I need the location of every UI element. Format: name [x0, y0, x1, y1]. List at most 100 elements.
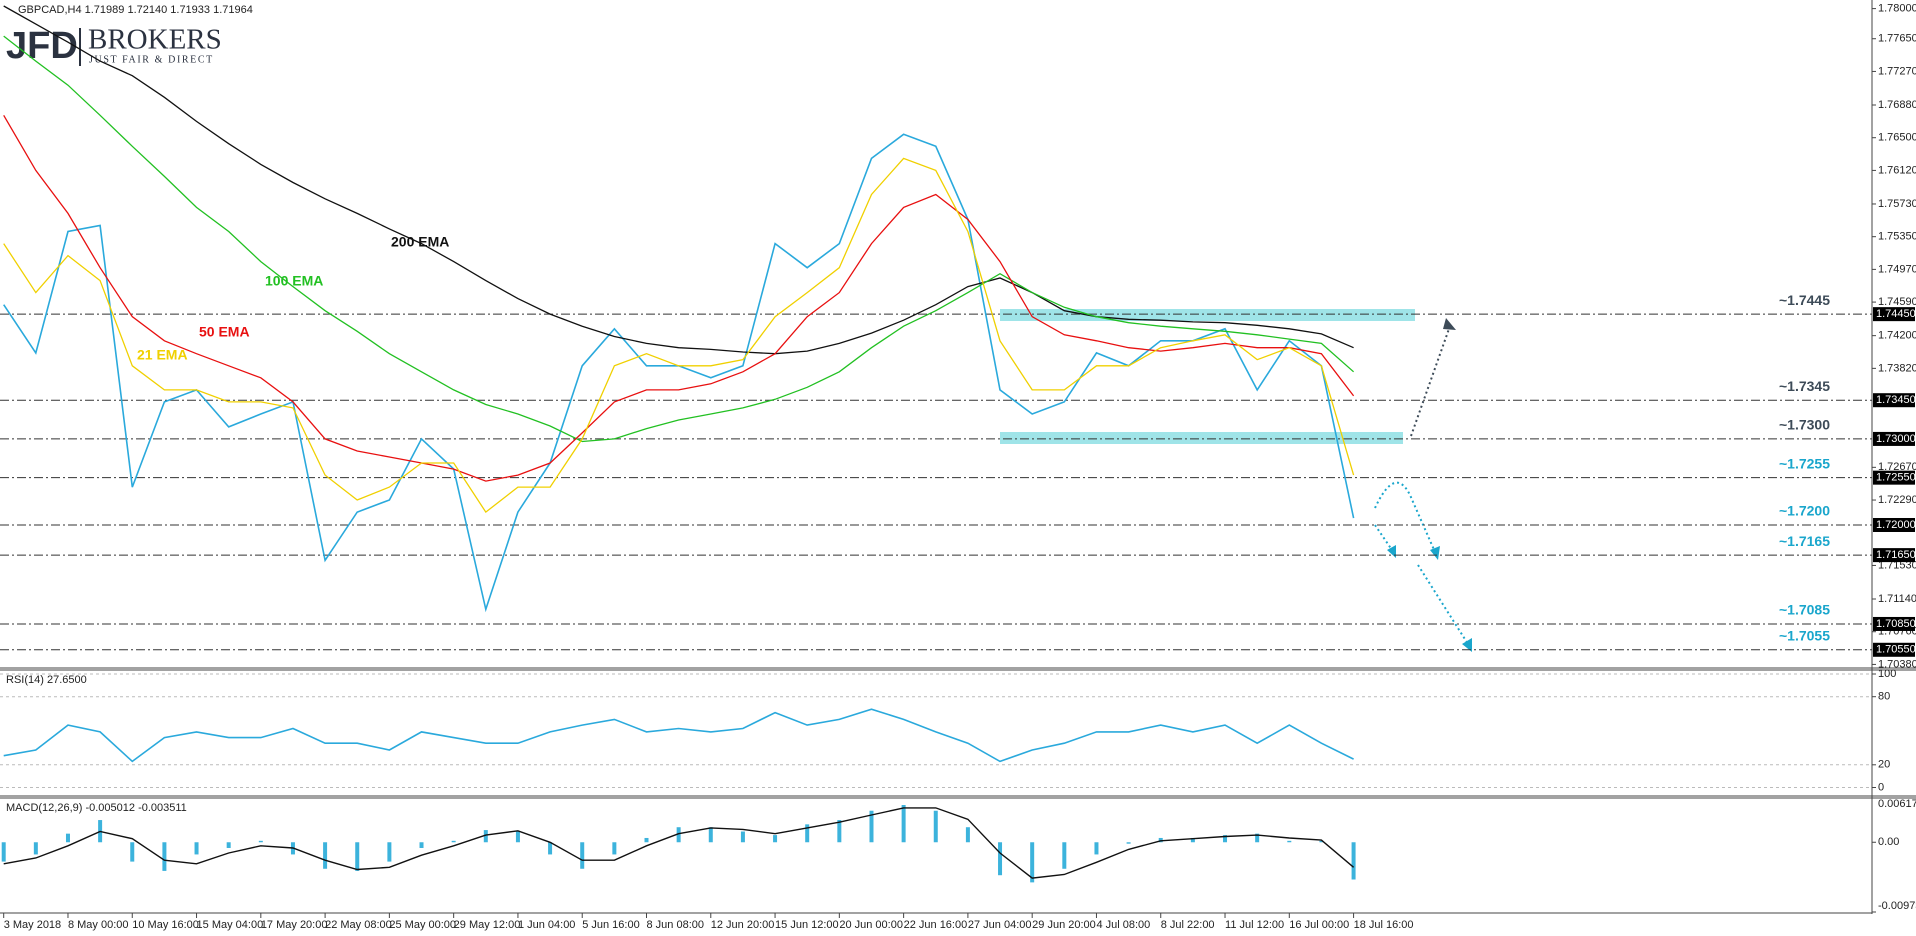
histogram-bar: [1094, 842, 1099, 855]
logo-tagline: JUST FAIR & DIRECT: [89, 54, 214, 65]
axis-highlight: [1873, 642, 1915, 657]
y-tick-label: 1.76880: [1878, 99, 1916, 111]
y-tick-label: 80: [1878, 691, 1890, 703]
resistance-zone: [1000, 309, 1415, 321]
x-tick-label: 16 Jul 00:00: [1289, 919, 1349, 931]
axis-highlight-label: 1.73000: [1876, 433, 1916, 445]
axis-highlight: [1873, 548, 1915, 563]
histogram-bar: [580, 842, 585, 869]
axis-highlight: [1873, 393, 1915, 408]
histogram-bar: [515, 831, 520, 843]
x-tick-label: 10 May 16:00: [132, 919, 199, 931]
x-tick-label: 17 May 20:00: [261, 919, 328, 931]
histogram-bar: [676, 827, 681, 843]
level-label: ~1.7165: [1779, 533, 1830, 549]
histogram-bar: [965, 827, 970, 843]
y-tick-label: 1.77270: [1878, 65, 1916, 77]
arrow-head: [1462, 638, 1472, 652]
y-tick-label: 1.76120: [1878, 164, 1916, 176]
histogram-bar: [1287, 840, 1292, 843]
level-label: ~1.7300: [1779, 417, 1830, 433]
level-label: ~1.7445: [1779, 292, 1830, 308]
ema-label: 200 EMA: [391, 234, 449, 250]
level-label: ~1.7055: [1779, 627, 1830, 643]
x-tick-label: 15 Jun 12:00: [775, 919, 839, 931]
axis-highlight: [1873, 517, 1915, 532]
histogram-bar: [355, 842, 360, 871]
x-tick-label: 8 Jul 22:00: [1161, 919, 1215, 931]
y-tick-label: 1.77650: [1878, 33, 1916, 45]
symbol-header: GBPCAD,H4 1.71989 1.72140 1.71933 1.7196…: [18, 4, 253, 16]
y-tick-label: 1.73820: [1878, 362, 1916, 374]
y-tick-label: 1.74590: [1878, 296, 1916, 308]
x-tick-label: 27 Jun 04:00: [968, 919, 1032, 931]
axis-highlight-label: 1.72000: [1876, 519, 1916, 531]
y-tick-label: 1.75350: [1878, 231, 1916, 243]
x-tick-label: 8 Jun 08:00: [647, 919, 705, 931]
histogram-bar: [130, 842, 135, 862]
ema-line: [3, 5, 1354, 355]
axis-highlight-label: 1.74450: [1876, 308, 1916, 320]
axis-highlight-label: 1.70550: [1876, 644, 1916, 656]
arrow-head: [1430, 546, 1440, 560]
axis-highlight: [1873, 616, 1915, 631]
ema-line: [3, 157, 1355, 514]
histogram-bar: [548, 842, 553, 855]
histogram-bar: [1255, 833, 1260, 843]
axis-highlight: [1873, 307, 1915, 322]
histogram-bar: [1062, 842, 1067, 869]
scenario-arrow-down: [1374, 524, 1393, 551]
x-tick-label: 18 Jul 16:00: [1354, 919, 1414, 931]
y-tick-label: -0.009735: [1878, 900, 1916, 912]
y-tick-label: 1.72670: [1878, 461, 1916, 473]
histogram-bar: [1030, 842, 1035, 883]
axis-highlight-label: 1.70850: [1876, 618, 1916, 630]
x-tick-label: 15 May 04:00: [197, 919, 264, 931]
ema-label: 50 EMA: [199, 324, 250, 340]
histogram-bar: [1126, 842, 1131, 844]
logo-name: JFD: [6, 25, 78, 67]
x-tick-label: 5 Jun 16:00: [582, 919, 640, 931]
y-tick-label: 1.76500: [1878, 132, 1916, 144]
axis-highlight: [1873, 431, 1915, 446]
y-tick-label: 1.74970: [1878, 263, 1916, 275]
level-label: ~1.7085: [1779, 602, 1830, 618]
histogram-bar: [805, 824, 810, 843]
arrow-head: [1443, 318, 1456, 330]
y-tick-label: 1.70380: [1878, 658, 1916, 670]
histogram-bar: [773, 835, 778, 843]
x-tick-label: 11 Jul 12:00: [1225, 919, 1284, 931]
y-tick-label: 0: [1878, 781, 1884, 793]
histogram-bar: [1223, 835, 1228, 843]
histogram-bar: [612, 842, 617, 855]
level-label: ~1.7200: [1779, 503, 1830, 519]
x-tick-label: 22 Jun 16:00: [904, 919, 968, 931]
macd-title: MACD(12,26,9) -0.005012 -0.003511: [6, 802, 187, 814]
signal-line: [3, 807, 1355, 879]
arrow-head: [1387, 545, 1396, 558]
histogram-bar: [644, 837, 649, 843]
x-tick-label: 12 Jun 20:00: [711, 919, 775, 931]
y-tick-label: 0.00: [1878, 836, 1899, 848]
histogram-bar: [869, 810, 874, 843]
y-tick-label: 1.71140: [1878, 593, 1916, 605]
histogram-bar: [1, 842, 6, 862]
ema-label: 21 EMA: [137, 347, 188, 363]
histogram-bar: [65, 833, 70, 843]
y-tick-label: 100: [1878, 668, 1896, 680]
histogram-bar: [740, 831, 745, 843]
price-line: [3, 708, 1354, 763]
histogram-bar: [419, 842, 424, 848]
histogram-bar: [387, 842, 392, 862]
x-tick-label: 3 May 2018: [4, 919, 61, 931]
scenario-arrow-down: [1417, 564, 1469, 645]
x-tick-label: 4 Jul 08:00: [1096, 919, 1150, 931]
histogram-bar: [483, 830, 488, 843]
rsi-title: RSI(14) 27.6500: [6, 674, 87, 686]
histogram-bar: [194, 842, 199, 855]
histogram-bar: [1351, 842, 1356, 880]
histogram-bar: [451, 840, 456, 843]
